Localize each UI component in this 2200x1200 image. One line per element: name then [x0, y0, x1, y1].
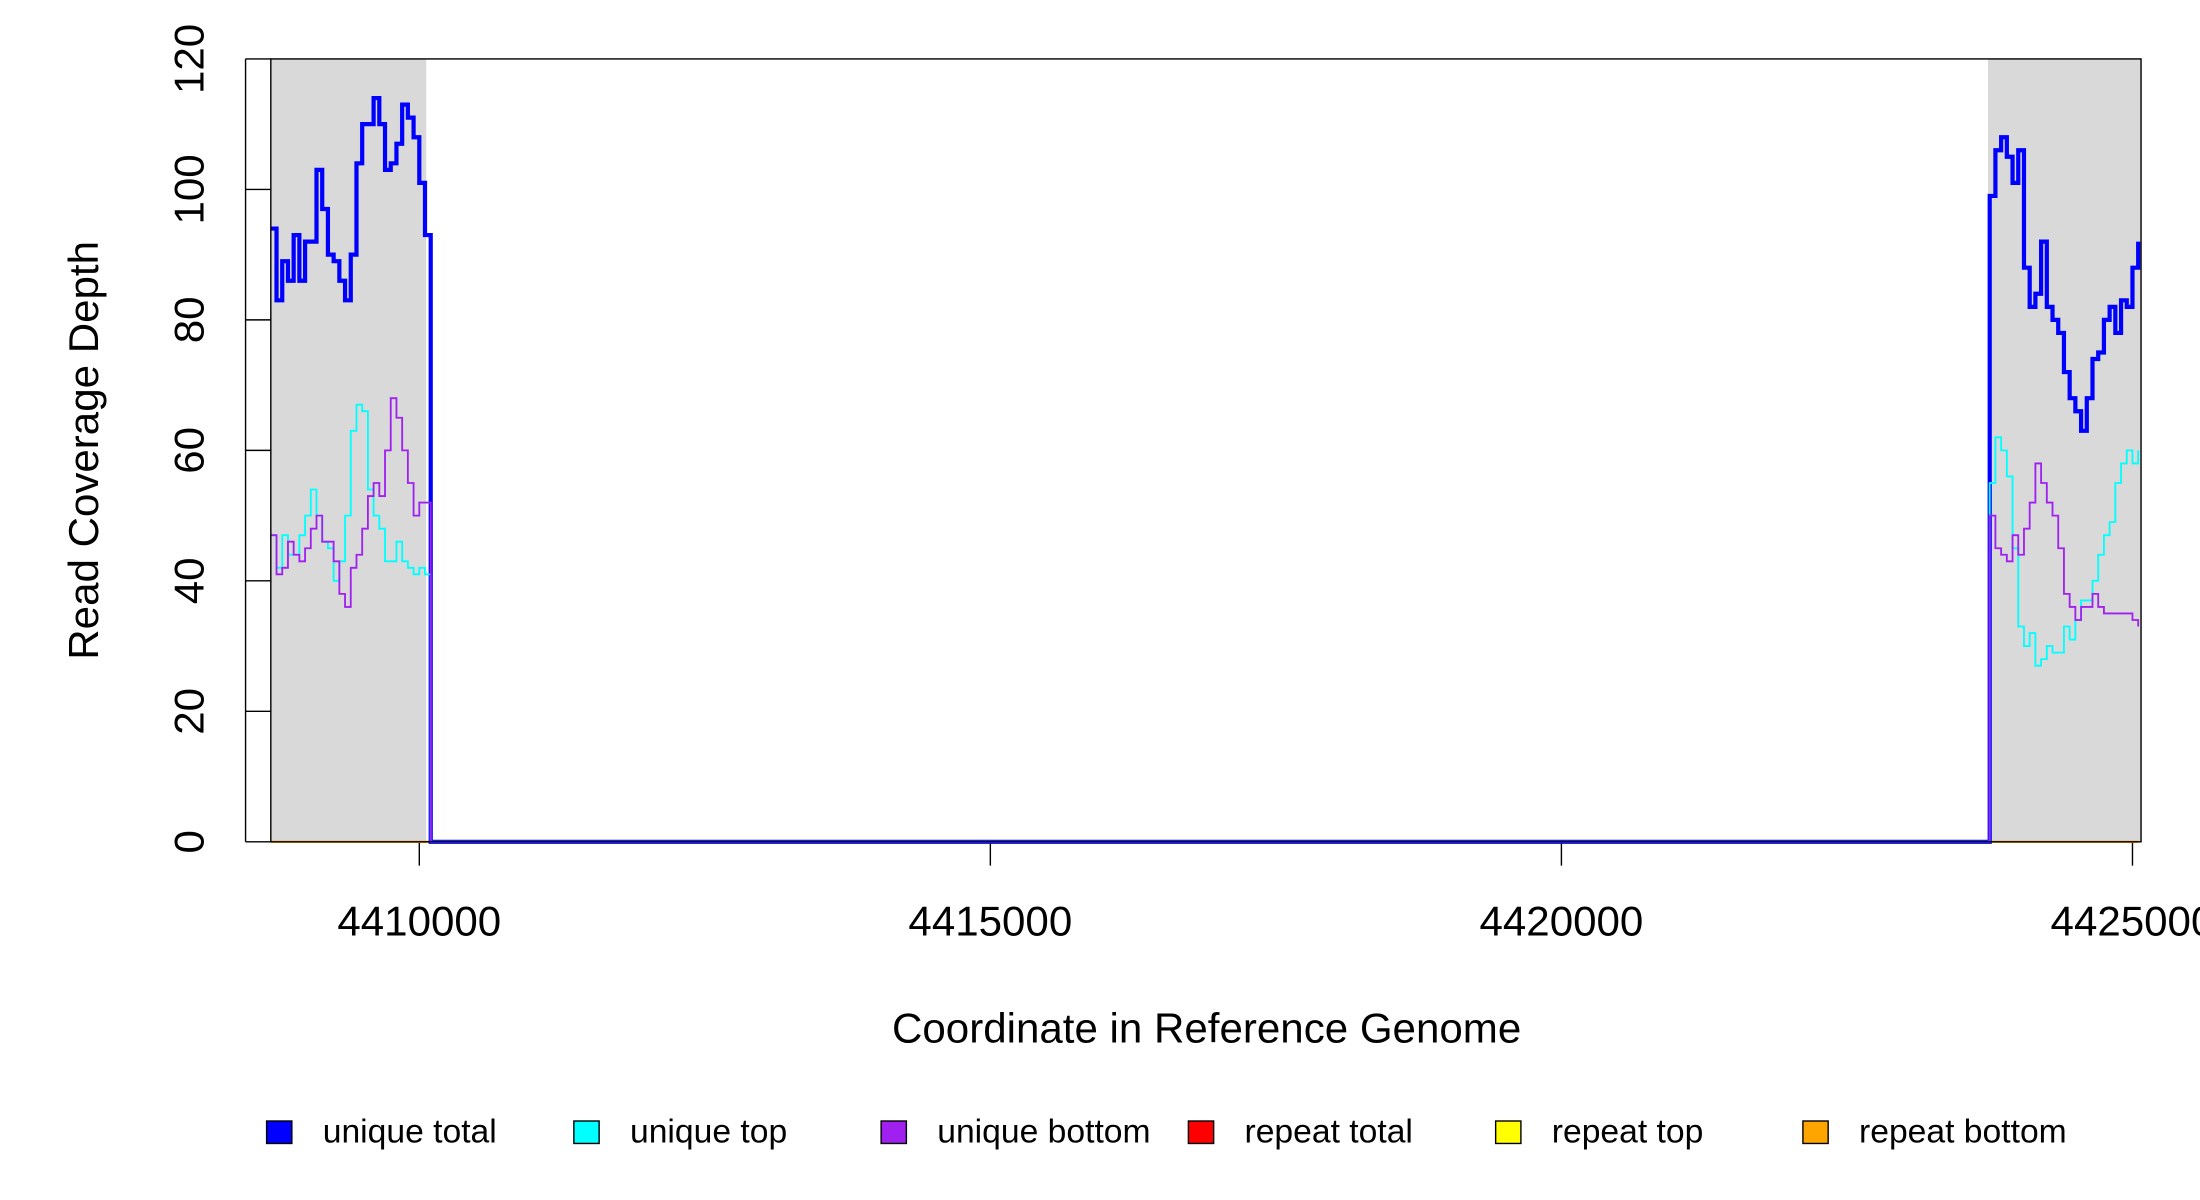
x-tick-label: 4415000: [908, 898, 1072, 945]
x-tick-label: 4420000: [1479, 898, 1643, 945]
legend-label: unique top: [630, 1114, 787, 1151]
y-tick-label: 80: [165, 296, 212, 343]
y-tick-label: 0: [165, 830, 212, 853]
series-line: [270, 403, 2140, 843]
y-tick-label: 40: [165, 557, 212, 604]
y-tick-label: 60: [165, 427, 212, 474]
series-line: [270, 95, 2141, 844]
legend-swatch: [1802, 1120, 1829, 1145]
shaded-region: [1987, 58, 2142, 842]
plot-frame: [270, 58, 2142, 843]
legend-label: unique total: [323, 1114, 497, 1151]
legend-swatch: [1494, 1120, 1522, 1145]
legend-label: unique bottom: [937, 1114, 1150, 1151]
y-tick-label: 20: [165, 688, 212, 735]
y-tick-label: 100: [165, 154, 212, 224]
legend-swatch: [1187, 1120, 1215, 1145]
series-line: [270, 397, 2140, 843]
legend-swatch: [880, 1120, 908, 1145]
y-axis-label: Read Coverage Depth: [60, 241, 107, 660]
x-tick-label: 4425000: [2051, 898, 2200, 945]
legend-swatch: [573, 1120, 600, 1145]
y-tick-label: 120: [165, 24, 212, 94]
legend-label: repeat top: [1552, 1114, 1704, 1151]
legend-label: repeat bottom: [1859, 1114, 2067, 1151]
x-axis-label: Coordinate in Reference Genome: [892, 1004, 1521, 1051]
x-tick-label: 4410000: [337, 898, 501, 945]
legend-swatch: [265, 1120, 293, 1145]
legend-label: repeat total: [1245, 1114, 1413, 1151]
shaded-region: [270, 58, 427, 842]
